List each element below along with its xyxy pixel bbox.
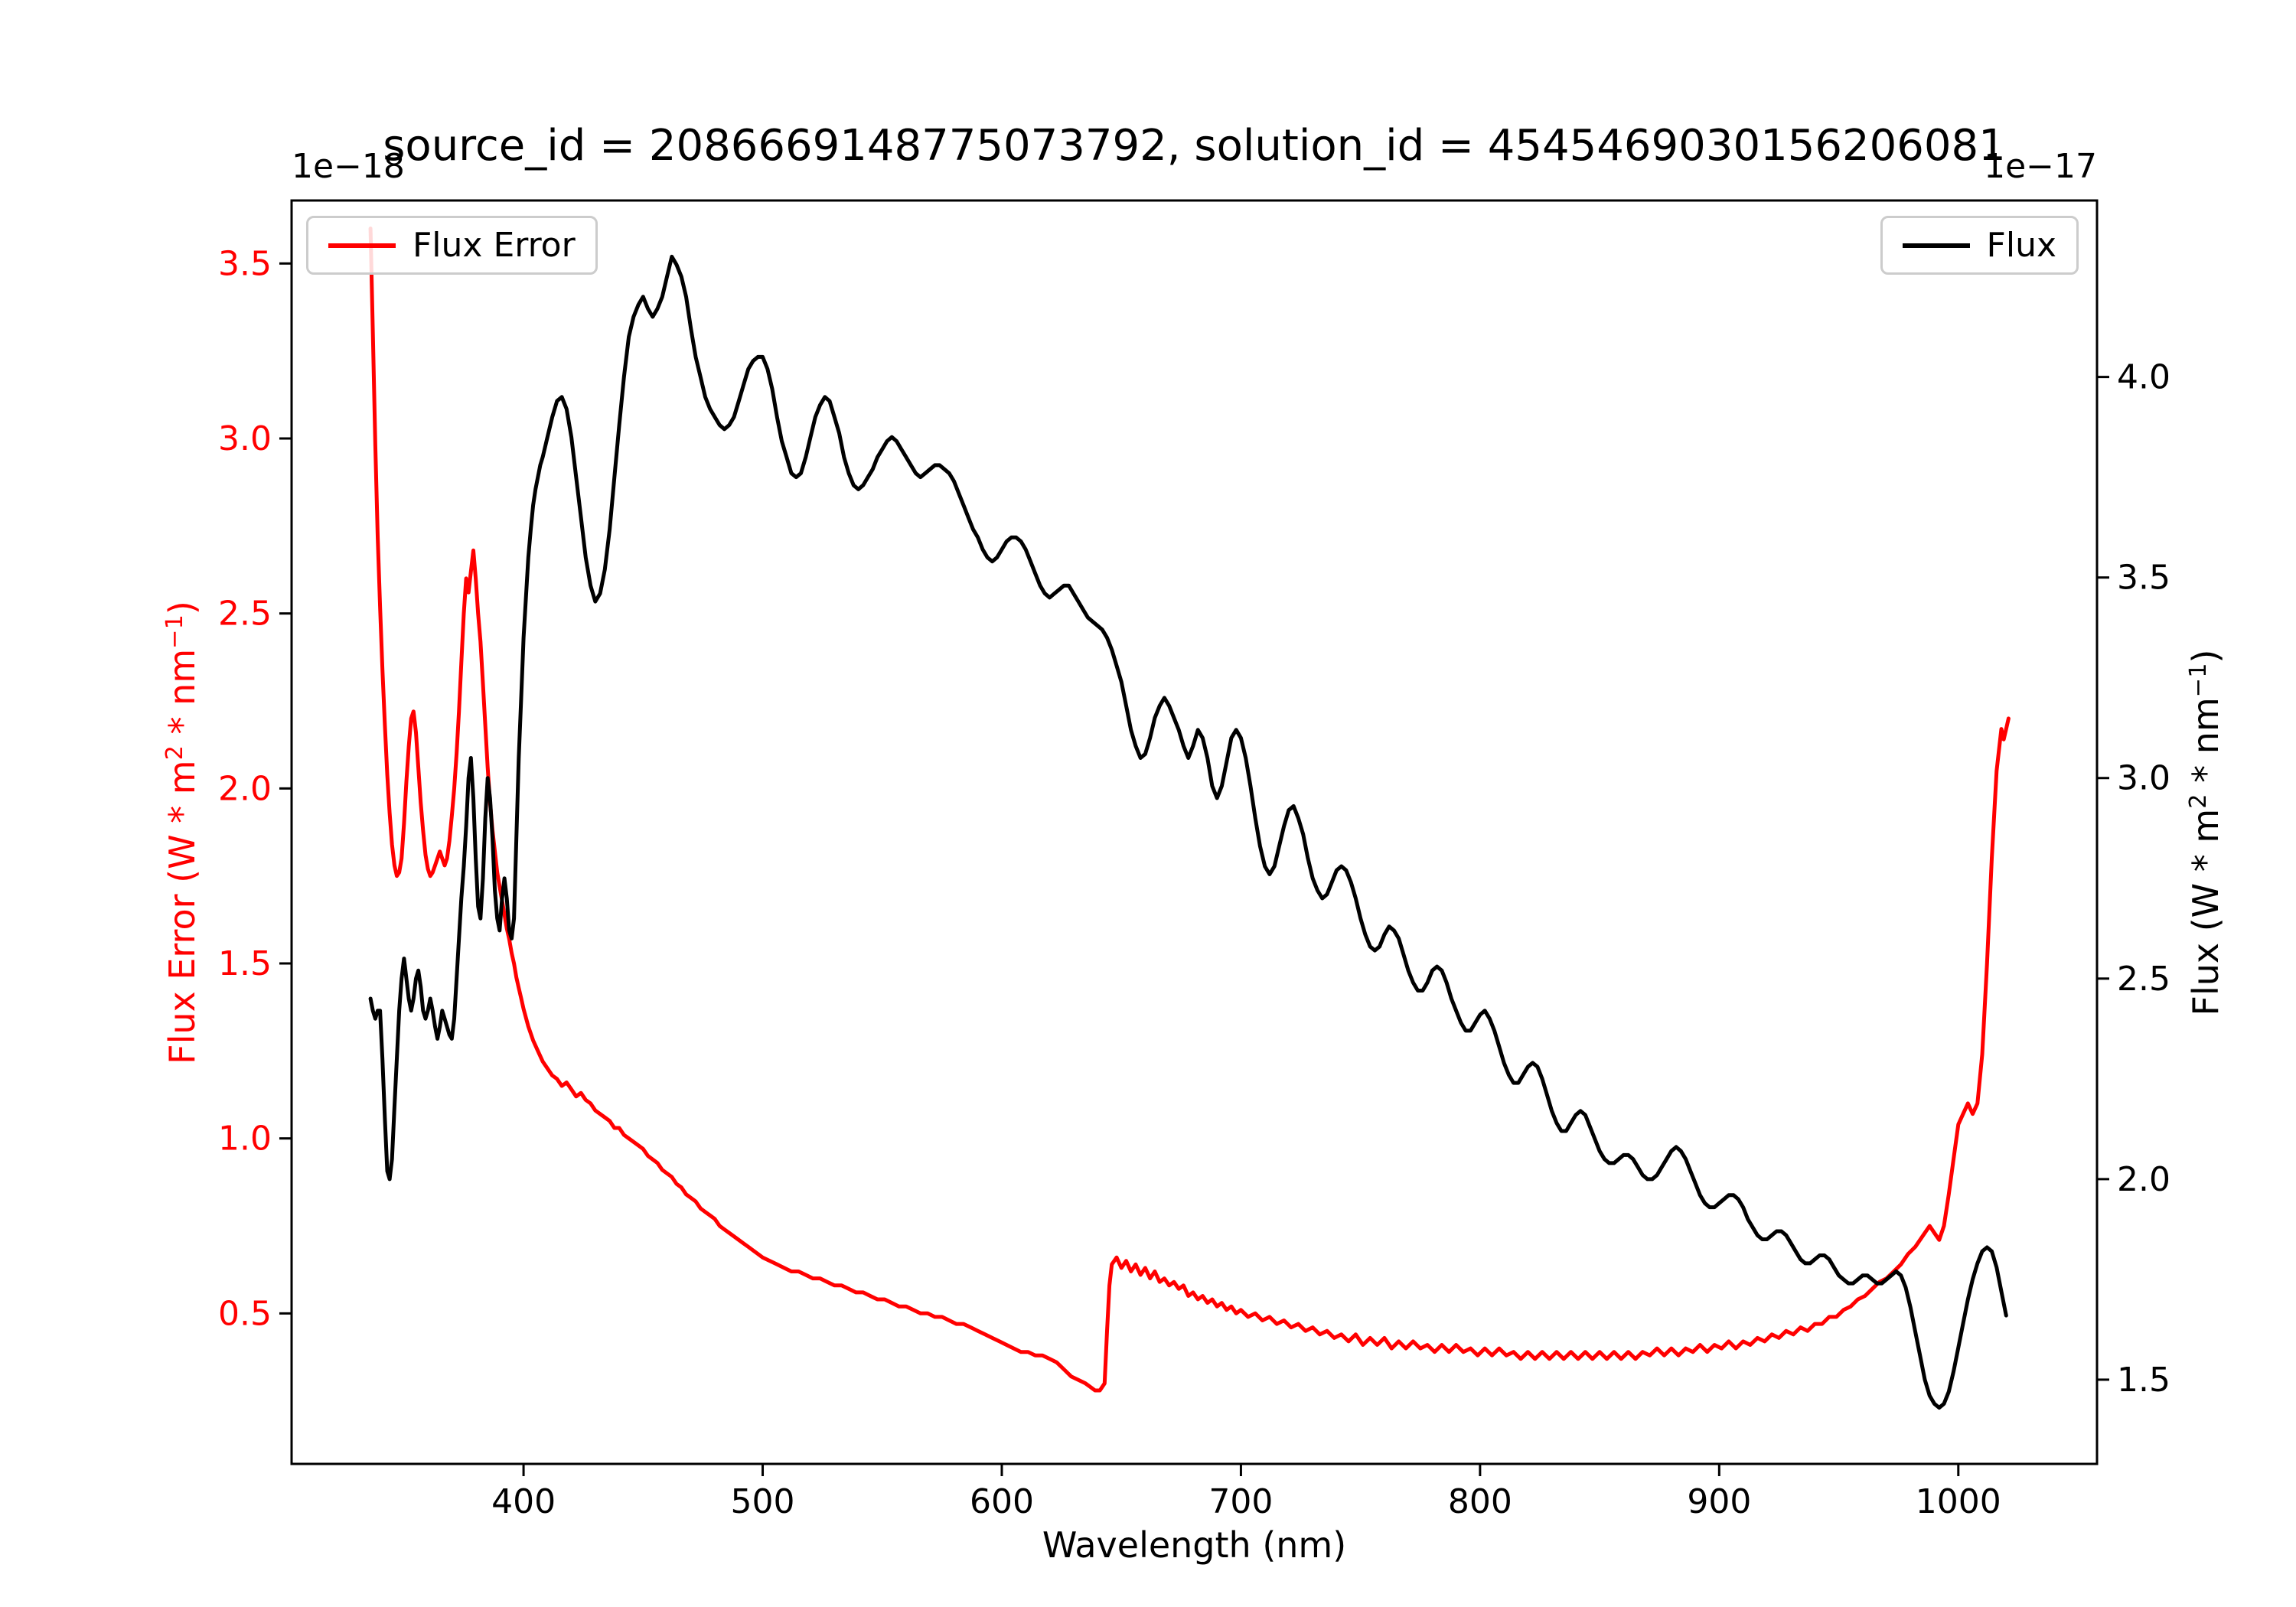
right-y-tick-label: 3.5 xyxy=(2117,559,2170,598)
x-axis-label: Wavelength (nm) xyxy=(1042,1524,1347,1566)
left-y-axis-label-sup-2: 2 xyxy=(161,745,188,761)
legend-flux-error-label: Flux Error xyxy=(413,226,576,265)
left-y-tick-label: 3.0 xyxy=(218,419,272,458)
left-y-tick-label: 2.5 xyxy=(218,595,272,634)
axes-frame xyxy=(290,199,2099,1465)
x-tick-label: 600 xyxy=(970,1482,1034,1521)
right-y-tick-label: 3.0 xyxy=(2117,759,2170,798)
right-y-axis-label-text: Flux (W * m xyxy=(2185,808,2227,1016)
right-y-axis-label-mid: * nm xyxy=(2185,697,2227,794)
right-y-axis-label: Flux (W * m2 * nm−1) xyxy=(2185,650,2226,1016)
chart-title: source_id = 2086669148775073792, solutio… xyxy=(383,121,2006,171)
legend-flux-label: Flux xyxy=(1986,226,2056,265)
x-tick-label: 700 xyxy=(1208,1482,1273,1521)
right-y-axis-label-sup-minus1: −1 xyxy=(2184,663,2212,698)
right-y-axis-label-post: ) xyxy=(2185,649,2227,663)
right-y-tick-label: 2.5 xyxy=(2117,960,2170,999)
flux-error-line-sample-icon xyxy=(328,243,396,248)
right-y-tick-label: 1.5 xyxy=(2117,1361,2170,1400)
series-flux-curve xyxy=(368,254,2008,1410)
x-tick-label: 400 xyxy=(491,1482,556,1521)
right-y-tick-label: 2.0 xyxy=(2117,1160,2170,1199)
right-y-tick-label: 4.0 xyxy=(2117,358,2170,397)
left-axis-offset-label: 1e−18 xyxy=(292,147,405,186)
legend-flux-error: Flux Error xyxy=(306,216,598,275)
legend-flux: Flux xyxy=(1880,216,2079,275)
left-y-axis-label-post: ) xyxy=(161,601,204,615)
left-y-axis-label: Flux Error (W * m2 * nm−1) xyxy=(161,601,203,1064)
right-y-axis-label-sup-2: 2 xyxy=(2184,794,2212,809)
right-axis-offset-label: 1e−17 xyxy=(1984,147,2097,186)
left-y-tick-label: 0.5 xyxy=(218,1294,272,1333)
left-y-axis-label-sup-minus1: −1 xyxy=(161,614,188,649)
left-y-tick-label: 1.0 xyxy=(218,1120,272,1159)
flux-line-sample-icon xyxy=(1902,243,1970,248)
x-tick-label: 900 xyxy=(1687,1482,1751,1521)
left-y-tick-label: 1.5 xyxy=(218,944,272,983)
left-y-axis-label-text: Flux Error (W * m xyxy=(161,760,204,1064)
left-y-tick-label: 3.5 xyxy=(218,244,272,283)
x-tick-label: 500 xyxy=(731,1482,795,1521)
left-y-axis-label-mid: * nm xyxy=(161,648,204,746)
left-y-tick-label: 2.0 xyxy=(218,769,272,808)
x-tick-label: 800 xyxy=(1448,1482,1512,1521)
x-tick-label: 1000 xyxy=(1916,1482,2001,1521)
series-flux-error-curve xyxy=(368,227,2011,1393)
